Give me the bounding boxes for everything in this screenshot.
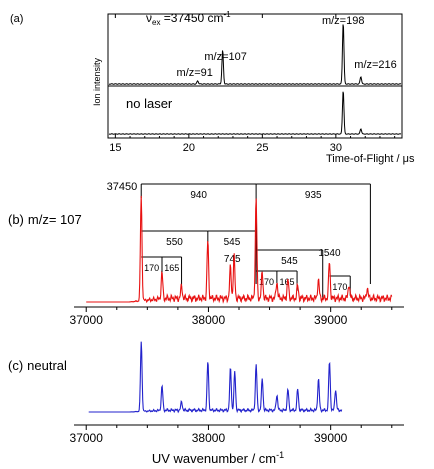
panel-c-xlabel-text: UV wavenumber / cm (152, 451, 276, 466)
panel-c-xlabel-exp: -1 (276, 450, 284, 460)
progression-label: 545 (281, 256, 298, 267)
panel-b-x-tick-label: 37000 (70, 313, 104, 327)
no-laser-label: no laser (126, 96, 173, 111)
progression-label: 550 (166, 237, 183, 248)
progression-label: 170 (332, 282, 347, 292)
panel-a-xlabel: Time-of-Flight / μs (326, 153, 415, 165)
progression-free-label: 745 (224, 254, 241, 265)
panel-c-neutral: neutral (27, 358, 67, 373)
panel-c-xlabel: UV wavenumber / cm-1 (152, 450, 284, 466)
vex-annotation: νex =37450 cm-1 (146, 10, 231, 27)
panel-c: (c) neutral 37000 38000 39000 UV wavenumber… (8, 341, 404, 466)
vex-nu: ν (146, 11, 152, 25)
progression-label: 545 (224, 237, 241, 248)
progression-label: 170 (259, 277, 274, 287)
panel-a-x-tick-label: 15 (109, 142, 121, 154)
panel-b-letter: (b) (8, 212, 24, 227)
panel-a-x-tick-label: 30 (330, 142, 342, 154)
progression-label: 940 (190, 190, 207, 201)
panel-a-x-tick-label: 25 (256, 142, 268, 154)
panel-b-x-tick-label: 39000 (314, 313, 348, 327)
panel-a-peak-labels: m/z=91 m/z=107 m/z=198 m/z=216 (177, 15, 397, 79)
panel-a-label: (a) (10, 13, 23, 25)
panel-a-ylabel: Ion intensity (92, 57, 102, 106)
progression-label: 165 (164, 263, 179, 273)
vex-value: =37450 cm (160, 11, 223, 25)
panel-b: (b) m/z= 107 37450 940 935 550 545 545 170 165 17… (8, 181, 404, 327)
panel-a-trace-no-laser (108, 91, 402, 135)
panel-a-xlabel-unit: μs (403, 153, 415, 165)
panel-b-mz: m/z= 107 (28, 212, 82, 227)
panel-c-x-tick-label: 37000 (70, 431, 104, 445)
panel-c-label: (c) neutral (8, 358, 67, 373)
panel-a-x-tick-label: 20 (183, 142, 195, 154)
panel-c-spectrum (88, 341, 343, 414)
peak-label: m/z=198 (322, 15, 365, 27)
panel-c-x-tick-label: 38000 (192, 431, 226, 445)
progression-free-label: 1540 (318, 248, 341, 259)
panel-a-xlabel-text: Time-of-Flight / (326, 153, 403, 165)
panel-a: (a) νex =37450 cm-1 Ion intensity 15 20 25… (10, 10, 415, 165)
panel-b-label: (b) m/z= 107 (8, 212, 82, 227)
progression-label: 935 (305, 190, 322, 201)
vex-sub: ex (152, 18, 160, 27)
panel-a-x-ticks: 15 20 25 30 (109, 14, 396, 154)
peak-label: m/z=91 (177, 67, 213, 79)
panel-b-x-ticks: 37000 38000 39000 (70, 307, 393, 327)
panel-b-spectrum (86, 195, 393, 304)
origin-label: 37450 (107, 181, 138, 193)
panel-a-frame (107, 13, 403, 139)
panel-c-letter: (c) (8, 358, 23, 373)
panel-b-x-tick-label: 38000 (192, 313, 226, 327)
panel-a-trace-laser (108, 24, 402, 85)
panel-c-x-ticks: 37000 38000 39000 (70, 425, 393, 445)
panel-c-x-tick-label: 39000 (314, 431, 348, 445)
peak-label: m/z=107 (204, 51, 247, 63)
progression-label: 170 (144, 263, 159, 273)
peak-label: m/z=216 (354, 59, 397, 71)
